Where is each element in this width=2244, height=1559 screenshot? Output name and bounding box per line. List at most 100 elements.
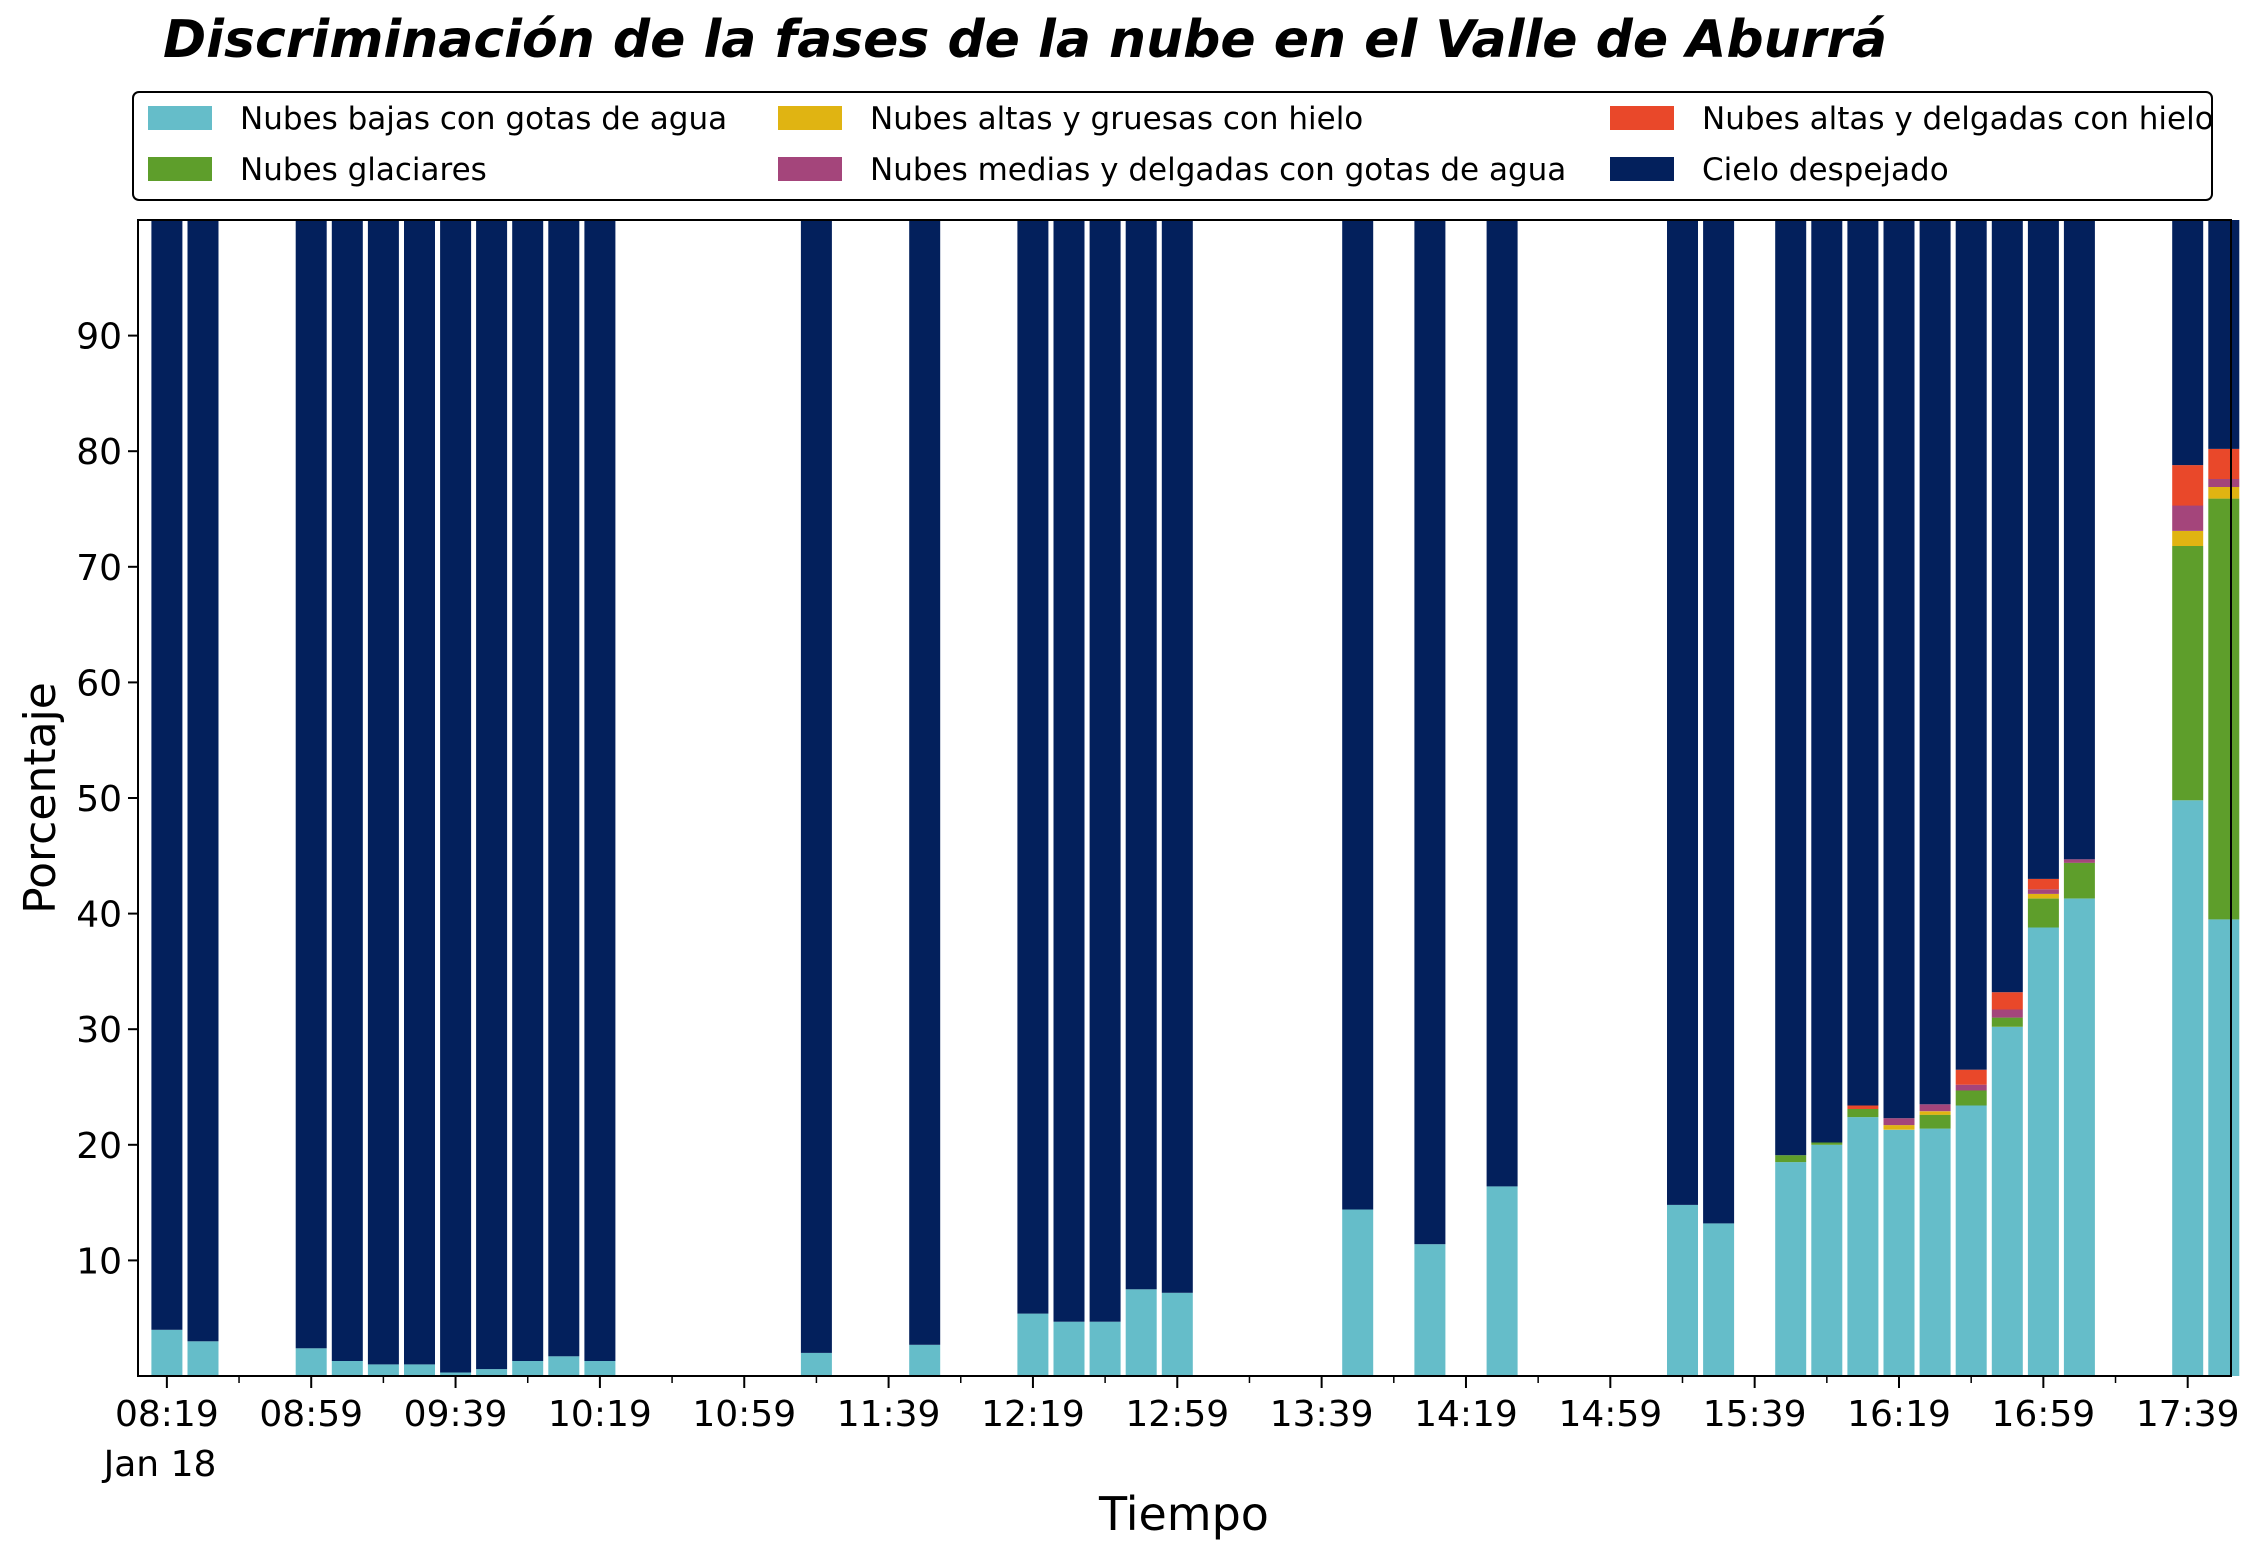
x-tick-label-09:39: 09:39 [404, 1394, 508, 1435]
bar-14:09-series-5 [1414, 220, 1446, 1245]
legend-swatch-1 [148, 157, 212, 181]
bar-17:09-series-1 [2063, 862, 2095, 899]
bar-16:59-series-4 [2027, 878, 2059, 890]
legend: Nubes bajas con gotas de agua Nubes glaci… [132, 91, 2214, 201]
bar-16:49-series-0 [1991, 1026, 2023, 1376]
y-tick-label-80: 80 [76, 432, 122, 473]
bar-11:19-series-5 [800, 220, 832, 1353]
chart-title: Discriminación de la fases de la nube en… [163, 10, 1887, 70]
bar-08:59-series-5 [295, 220, 327, 1349]
bar-08:59-series-0 [295, 1348, 327, 1376]
bar-12:19-series-5 [1017, 220, 1049, 1314]
bar-14:09-series-0 [1414, 1244, 1446, 1376]
bar-10:19-series-5 [584, 220, 616, 1361]
legend-swatch-3 [778, 157, 842, 181]
legend-label-2: Nubes altas y gruesas con hielo [870, 101, 1363, 137]
bar-09:49-series-5 [476, 220, 508, 1370]
y-tick-label-20: 20 [76, 1126, 122, 1167]
bar-15:49-series-5 [1775, 220, 1807, 1156]
bar-12:29-series-5 [1053, 220, 1085, 1322]
x-date-label: Jan 18 [102, 1444, 217, 1485]
bar-17:39-series-4 [2172, 465, 2204, 506]
legend-swatch-0 [148, 106, 212, 130]
y-tick-label-90: 90 [76, 317, 122, 358]
bar-08:19-series-5 [151, 220, 183, 1330]
x-tick-label-11:39: 11:39 [837, 1394, 941, 1435]
bar-17:39-series-1 [2172, 546, 2204, 801]
bar-09:19-series-0 [367, 1364, 399, 1376]
bar-12:39-series-5 [1089, 220, 1121, 1322]
bar-15:29-series-0 [1703, 1223, 1735, 1376]
bar-08:19-series-0 [151, 1329, 183, 1376]
legend-label-4: Nubes altas y delgadas con hielo [1702, 101, 2214, 137]
x-axis-label: Tiempo [1098, 1487, 1269, 1541]
bar-17:09-series-3 [2063, 859, 2095, 863]
bar-12:49-series-5 [1125, 220, 1157, 1290]
bar-09:09-series-0 [331, 1361, 363, 1376]
bar-16:29-series-1 [1919, 1114, 1951, 1129]
bar-09:49-series-0 [476, 1369, 508, 1376]
y-tick-label-50: 50 [76, 779, 122, 820]
bar-16:39-series-5 [1955, 220, 1987, 1070]
bar-09:09-series-5 [331, 220, 363, 1361]
bar-16:59-series-0 [2027, 927, 2059, 1376]
bar-09:59-series-5 [512, 220, 544, 1361]
bar-15:59-series-5 [1811, 220, 1843, 1143]
bar-16:49-series-5 [1991, 220, 2023, 993]
bar-08:29-series-5 [187, 220, 219, 1342]
bar-16:39-series-0 [1955, 1105, 1987, 1376]
bar-09:39-series-0 [440, 1372, 472, 1376]
x-tick-label-08:19: 08:19 [115, 1394, 219, 1435]
bar-09:29-series-0 [404, 1364, 435, 1376]
bar-16:49-series-3 [1991, 1009, 2023, 1018]
bar-12:49-series-0 [1125, 1289, 1157, 1376]
y-tick-label-30: 30 [76, 1010, 122, 1051]
bar-15:59-series-0 [1811, 1144, 1843, 1376]
bar-12:59-series-5 [1161, 220, 1193, 1293]
bar-10:09-series-0 [548, 1356, 580, 1376]
y-tick-label-70: 70 [76, 548, 122, 589]
bar-15:49-series-1 [1775, 1155, 1807, 1163]
bar-17:09-series-0 [2063, 898, 2095, 1376]
x-tick-label-16:59: 16:59 [1991, 1394, 2095, 1435]
bar-16:09-series-1 [1847, 1109, 1879, 1118]
bar-14:29-series-5 [1486, 220, 1518, 1187]
bar-11:19-series-0 [800, 1352, 832, 1376]
x-tick-label-15:39: 15:39 [1703, 1394, 1807, 1435]
bar-13:49-series-5 [1342, 220, 1374, 1210]
bar-17:39-series-3 [2172, 505, 2204, 531]
bar-13:49-series-0 [1342, 1209, 1374, 1376]
bar-16:09-series-4 [1847, 1105, 1879, 1109]
bar-17:49-series-5 [2208, 220, 2240, 449]
bar-17:49-series-3 [2208, 478, 2240, 487]
y-axis: 10 20 30 40 50 60 70 80 90 [76, 317, 138, 1282]
bar-12:19-series-0 [1017, 1313, 1049, 1376]
bar-08:29-series-0 [187, 1341, 219, 1376]
legend-swatch-2 [778, 106, 842, 130]
x-tick-label-17:39: 17:39 [2136, 1394, 2240, 1435]
legend-label-1: Nubes glaciares [240, 152, 487, 188]
bar-16:59-series-5 [2027, 220, 2059, 879]
bar-12:59-series-0 [1161, 1292, 1193, 1376]
bar-11:49-series-0 [909, 1344, 941, 1376]
bar-16:49-series-4 [1991, 992, 2023, 1010]
x-tick-label-12:19: 12:19 [981, 1394, 1085, 1435]
x-tick-label-13:39: 13:39 [1270, 1394, 1374, 1435]
legend-box [132, 91, 2213, 201]
y-tick-label-10: 10 [76, 1241, 122, 1282]
bar-16:59-series-3 [2027, 889, 2059, 894]
x-tick-label-14:19: 14:19 [1414, 1394, 1518, 1435]
legend-label-5: Cielo despejado [1702, 152, 1949, 188]
y-tick-label-60: 60 [76, 663, 122, 704]
bar-17:49-series-2 [2208, 487, 2240, 499]
bar-15:49-series-0 [1775, 1162, 1807, 1376]
bar-15:29-series-5 [1703, 220, 1735, 1224]
y-axis-label: Porcentaje [15, 682, 66, 914]
x-tick-label-16:19: 16:19 [1847, 1394, 1951, 1435]
bar-15:19-series-5 [1667, 220, 1698, 1205]
bar-16:29-series-3 [1919, 1104, 1951, 1112]
bar-16:49-series-1 [1991, 1017, 2023, 1027]
bar-16:19-series-2 [1883, 1125, 1915, 1130]
x-tick-label-14:59: 14:59 [1558, 1394, 1662, 1435]
bar-17:49-series-1 [2208, 498, 2240, 920]
